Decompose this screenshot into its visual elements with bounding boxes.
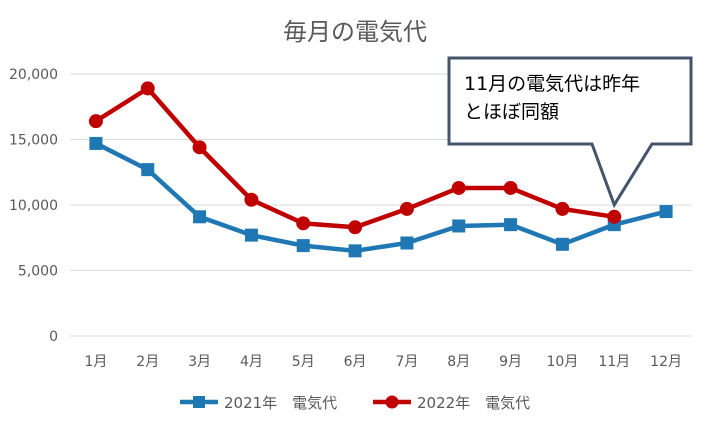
y-tick-label: 15,000 (9, 133, 58, 149)
legend-item: 2021年 電気代 (180, 394, 337, 412)
y-tick-label: 10,000 (9, 198, 58, 214)
callout-text-line: とほぼ同額 (464, 101, 559, 123)
data-point (504, 218, 518, 232)
x-tick-label: 8月 (447, 354, 470, 370)
x-tick-label: 5月 (292, 354, 315, 370)
data-point (399, 201, 414, 216)
legend-item: 2022年 電気代 (373, 394, 530, 412)
legend-label: 2022年 電気代 (417, 394, 530, 412)
data-point (141, 163, 155, 177)
y-tick-label: 0 (49, 329, 58, 345)
x-tick-label: 2月 (136, 354, 159, 370)
data-point (89, 136, 103, 150)
data-point (555, 201, 570, 216)
data-point (88, 114, 103, 129)
data-point (192, 140, 207, 155)
x-tick-label: 9月 (499, 354, 522, 370)
y-tick-label: 20,000 (9, 67, 58, 83)
x-tick-label: 7月 (395, 354, 418, 370)
x-tick-label: 6月 (344, 354, 367, 370)
x-tick-label: 4月 (240, 354, 263, 370)
legend: 2021年 電気代 2022年 電気代 (180, 394, 530, 412)
data-point (296, 239, 310, 253)
data-point (244, 192, 259, 207)
x-tick-label: 12月 (650, 354, 682, 370)
legend-marker (193, 396, 205, 408)
data-point (555, 237, 569, 251)
data-point (348, 244, 362, 258)
series-2 (88, 81, 622, 235)
data-point (607, 209, 622, 224)
callout-text-line: 11月の電気代は昨年 (464, 73, 640, 95)
y-axis-ticks: 0 5,000 10,000 15,000 20,000 (9, 67, 58, 345)
chart-title: 毎月の電気代 (283, 18, 427, 46)
data-point (193, 210, 207, 224)
data-point (503, 180, 518, 195)
x-tick-label: 1月 (84, 354, 107, 370)
data-point (296, 216, 311, 231)
data-point (451, 180, 466, 195)
data-point (140, 81, 155, 96)
x-tick-label: 3月 (188, 354, 211, 370)
legend-marker (385, 395, 399, 409)
x-axis-ticks: 1月 2月 3月 4月 5月 6月 7月 8月 9月 10月 11月 12月 (84, 354, 682, 370)
legend-label: 2021年 電気代 (224, 394, 337, 412)
x-tick-label: 10月 (547, 354, 579, 370)
series-1 (89, 136, 673, 258)
series-line (94, 141, 667, 254)
data-point (400, 236, 414, 250)
data-point (244, 228, 258, 242)
y-tick-label: 5,000 (18, 264, 58, 280)
data-point (452, 219, 466, 233)
data-point (348, 220, 363, 235)
series-group (88, 81, 673, 258)
data-point (659, 205, 673, 219)
callout-box (447, 56, 693, 209)
x-tick-label: 11月 (598, 354, 630, 370)
